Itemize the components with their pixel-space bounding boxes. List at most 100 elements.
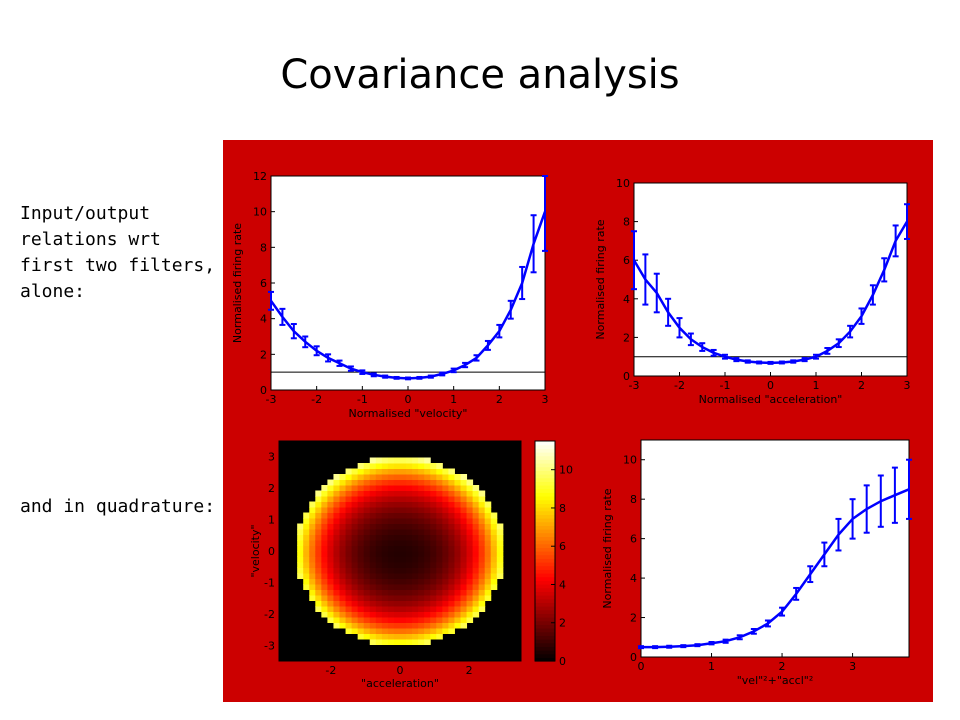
- heatmap-cell: [393, 578, 401, 585]
- heatmap-cell: [363, 463, 371, 469]
- heatmap-cell: [454, 589, 461, 596]
- heatmap-cell: [484, 595, 492, 601]
- heatmap-cell: [351, 573, 359, 579]
- heatmap-cell: [442, 600, 449, 607]
- heatmap-cell: [381, 556, 389, 563]
- heatmap-cell: [333, 474, 340, 480]
- heatmap-cell: [387, 512, 395, 519]
- heatmap-cell: [369, 463, 377, 469]
- heatmap-cell: [345, 501, 353, 508]
- heatmap-cell: [393, 600, 401, 607]
- heatmap-cell: [454, 485, 461, 491]
- heatmap-cell: [400, 611, 407, 618]
- heatmap-cell: [406, 540, 413, 546]
- heatmap-cell: [339, 512, 347, 519]
- heatmap-cell: [490, 545, 498, 552]
- y-tick-label: -2: [264, 608, 275, 621]
- error-bar: [687, 332, 694, 347]
- colorbar-segment: [535, 565, 555, 570]
- heatmap-cell: [436, 622, 443, 629]
- x-axis-label: Normalised "acceleration": [699, 393, 843, 406]
- heatmap-cell: [424, 584, 431, 590]
- heatmap-cell: [381, 573, 389, 579]
- heatmap-cell: [357, 551, 365, 557]
- colorbar-segment: [535, 543, 555, 548]
- heatmap-cell: [321, 562, 328, 568]
- heatmap-cell: [363, 512, 371, 519]
- heatmap-cell: [448, 534, 455, 541]
- heatmap-cell: [369, 639, 377, 645]
- heatmap-cell: [387, 562, 395, 568]
- heatmap-cell: [484, 523, 492, 530]
- heatmap-cell: [490, 562, 498, 568]
- heatmap-cell: [339, 600, 347, 607]
- heatmap-cell: [321, 518, 328, 524]
- caption-line: relations wrt: [20, 229, 161, 250]
- heatmap-cell: [327, 512, 334, 519]
- heatmap-cell: [436, 468, 443, 475]
- heatmap-cell: [327, 507, 334, 513]
- heatmap-cell: [321, 512, 328, 519]
- heatmap-cell: [418, 490, 425, 497]
- x-tick-label: -1: [720, 379, 731, 392]
- error-bar: [638, 645, 644, 650]
- error-bar: [863, 484, 870, 534]
- heatmap-cell: [363, 496, 371, 502]
- heatmap-cell: [387, 622, 395, 629]
- heatmap-cell: [430, 584, 437, 590]
- heatmap-cell: [424, 606, 431, 612]
- y-tick-label: 6: [260, 277, 267, 290]
- heatmap-cell: [309, 545, 316, 552]
- heatmap-cell: [448, 589, 455, 596]
- heatmap-cell: [351, 562, 359, 568]
- colorbar-segment: [535, 455, 555, 460]
- heatmap-cell: [490, 567, 498, 574]
- heatmap-cell: [381, 529, 389, 535]
- heatmap-cell: [375, 518, 383, 524]
- heatmap-cell: [436, 617, 443, 623]
- heatmap-cell: [484, 507, 492, 513]
- y-tick-label: 6: [630, 533, 637, 546]
- heatmap-cell: [327, 578, 334, 585]
- heatmap-cell: [351, 479, 359, 486]
- heatmap-cell: [448, 485, 455, 491]
- heatmap-cell: [406, 512, 413, 519]
- error-bar: [824, 347, 831, 355]
- heatmap-cell: [375, 589, 383, 596]
- heatmap-cell: [363, 474, 371, 480]
- heatmap-cell: [442, 606, 449, 612]
- heatmap-cell: [381, 622, 389, 629]
- heatmap-cell: [448, 600, 455, 607]
- heatmap-cell: [321, 545, 328, 552]
- heatmap-cell: [442, 485, 449, 491]
- heatmap-cell: [387, 490, 395, 497]
- heatmap-cell: [406, 501, 413, 508]
- heatmap-cell: [345, 507, 353, 513]
- heatmap-cell: [466, 600, 474, 607]
- error-bar: [858, 307, 865, 325]
- heatmap-cell: [484, 567, 492, 574]
- heatmap-cell: [472, 600, 480, 607]
- heatmap-cell: [412, 611, 419, 618]
- heatmap-cell: [448, 523, 455, 530]
- heatmap-cell: [424, 534, 431, 541]
- x-tick-label: 3: [904, 379, 911, 392]
- error-bar: [631, 230, 637, 291]
- x-tick-label: -2: [674, 379, 685, 392]
- heatmap-cell: [375, 633, 383, 640]
- colorbar-segment: [535, 492, 555, 497]
- heatmap-cell: [448, 567, 455, 574]
- y-axis-label: Normalised firing rate: [601, 488, 614, 608]
- heatmap-cell: [393, 633, 401, 640]
- heatmap-cell: [333, 490, 340, 497]
- colorbar-segment: [535, 444, 555, 449]
- heatmap-cell: [400, 589, 407, 596]
- colorbar-segment: [535, 598, 555, 603]
- error-bar: [370, 372, 377, 378]
- heatmap-cell: [448, 512, 455, 519]
- heatmap-cell: [333, 529, 340, 535]
- heatmap-cell: [430, 523, 437, 530]
- heatmap-cell: [430, 479, 437, 486]
- heatmap-cell: [454, 556, 461, 563]
- heatmap-cell: [297, 545, 304, 552]
